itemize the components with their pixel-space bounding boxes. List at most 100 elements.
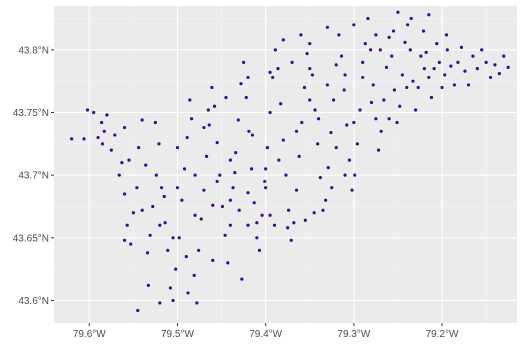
data-point	[297, 154, 301, 158]
x-tick-label: 79.6°W	[73, 329, 106, 340]
data-point	[175, 145, 180, 150]
data-point	[292, 221, 296, 225]
data-point	[324, 198, 328, 202]
data-point	[411, 79, 415, 83]
data-point	[240, 277, 244, 281]
data-point	[206, 108, 210, 112]
data-point	[350, 188, 354, 192]
data-point	[471, 54, 475, 58]
data-point	[422, 67, 426, 71]
data-point	[387, 117, 391, 121]
data-point	[313, 108, 317, 112]
data-point	[268, 110, 272, 115]
data-point	[361, 60, 365, 64]
data-point	[228, 158, 232, 162]
data-point	[168, 286, 173, 290]
data-point	[374, 117, 378, 121]
data-point	[100, 142, 105, 146]
data-point	[392, 88, 397, 92]
data-point	[264, 167, 268, 171]
data-point	[120, 161, 124, 165]
data-point	[427, 13, 431, 17]
data-point	[264, 186, 268, 190]
data-point	[192, 273, 196, 277]
data-point	[109, 148, 113, 152]
data-point	[271, 75, 275, 80]
data-point	[180, 198, 184, 202]
data-point	[228, 223, 232, 227]
data-point	[331, 98, 336, 102]
data-point	[290, 60, 294, 64]
data-point	[210, 85, 214, 90]
data-point	[211, 258, 215, 262]
data-point	[70, 137, 74, 141]
y-axis: 43.6°N 43.65°N 43.7°N 43.75°N 43.8°N	[13, 45, 54, 307]
data-point	[488, 75, 493, 80]
data-point	[363, 41, 367, 46]
data-point	[131, 211, 135, 215]
data-point	[312, 211, 316, 215]
data-point	[145, 251, 150, 255]
data-point	[294, 129, 299, 133]
data-point	[366, 16, 370, 21]
data-point	[391, 29, 396, 33]
data-point	[226, 261, 230, 265]
data-point	[148, 233, 152, 237]
data-point	[502, 54, 506, 58]
data-point	[113, 133, 117, 137]
data-point	[396, 10, 400, 14]
y-tick-label: 43.6°N	[18, 296, 49, 307]
data-point	[409, 16, 413, 21]
data-point	[403, 40, 407, 44]
data-point	[361, 75, 365, 80]
data-point	[223, 233, 227, 237]
data-point	[224, 95, 228, 100]
data-point	[299, 33, 303, 37]
data-point	[300, 120, 304, 125]
data-point	[157, 142, 161, 146]
data-point	[334, 145, 338, 150]
data-point	[246, 75, 250, 80]
data-point	[105, 113, 109, 117]
data-point	[159, 186, 164, 190]
data-point	[127, 158, 131, 162]
minor-gridlines	[54, 6, 517, 323]
data-point	[480, 48, 484, 52]
data-point	[233, 171, 237, 175]
data-point	[135, 186, 139, 190]
data-point	[435, 41, 439, 46]
data-point	[215, 179, 219, 184]
data-point	[316, 117, 321, 121]
data-point	[318, 176, 322, 180]
data-point	[419, 54, 423, 58]
data-point	[202, 125, 206, 130]
data-point	[330, 186, 334, 190]
data-point	[456, 60, 460, 64]
data-point	[255, 221, 259, 225]
data-point	[432, 67, 436, 71]
data-point	[228, 198, 232, 202]
data-point	[345, 123, 349, 127]
data-point	[204, 154, 209, 158]
data-point	[305, 52, 309, 56]
data-point	[308, 41, 312, 46]
data-point	[421, 29, 426, 33]
data-point	[151, 204, 155, 209]
data-point	[137, 145, 141, 150]
data-point	[273, 48, 277, 52]
data-point	[371, 83, 375, 87]
data-point	[325, 83, 329, 87]
data-point	[185, 135, 189, 140]
data-point	[175, 186, 180, 190]
data-point	[231, 186, 235, 190]
data-point	[395, 120, 399, 125]
y-tick-label: 43.75°N	[13, 108, 49, 119]
data-point	[384, 65, 389, 69]
data-point	[140, 118, 144, 122]
data-point	[252, 201, 256, 205]
data-point	[352, 120, 356, 125]
data-point	[281, 38, 285, 42]
data-points	[70, 10, 510, 313]
data-point	[247, 129, 251, 133]
data-point	[449, 64, 453, 68]
